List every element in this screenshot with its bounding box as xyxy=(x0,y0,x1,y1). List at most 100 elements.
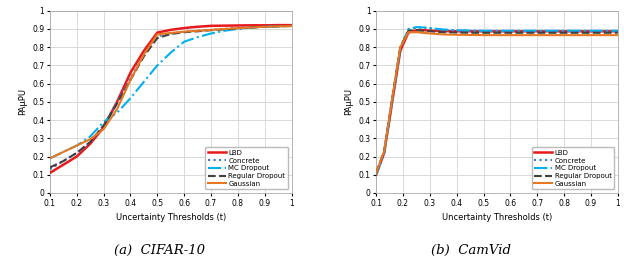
LBD xyxy=(412,29,420,32)
Regular Dropout xyxy=(421,29,428,32)
Regular Dropout xyxy=(46,166,54,169)
LBD xyxy=(140,49,148,53)
LBD xyxy=(46,171,54,174)
Regular Dropout xyxy=(429,30,436,33)
Regular Dropout xyxy=(261,25,268,28)
LBD xyxy=(127,71,134,74)
Concrete xyxy=(404,28,412,31)
MC Dropout xyxy=(221,29,228,32)
Concrete xyxy=(114,100,121,103)
Gaussian xyxy=(466,33,474,36)
Gaussian xyxy=(534,34,541,37)
Regular Dropout xyxy=(573,31,581,34)
MC Dropout xyxy=(275,25,282,28)
Concrete xyxy=(261,25,268,28)
Gaussian xyxy=(507,34,514,37)
Gaussian xyxy=(560,34,568,37)
Concrete xyxy=(194,29,202,32)
X-axis label: Uncertainty Thresholds (t): Uncertainty Thresholds (t) xyxy=(442,213,552,222)
Gaussian xyxy=(100,128,107,131)
MC Dropout xyxy=(439,28,447,31)
LBD xyxy=(614,30,622,33)
Regular Dropout xyxy=(60,159,67,163)
MC Dropout xyxy=(587,29,595,32)
MC Dropout xyxy=(248,26,255,29)
Regular Dropout xyxy=(534,31,541,34)
MC Dropout xyxy=(600,29,608,32)
Gaussian xyxy=(421,31,428,35)
Regular Dropout xyxy=(167,32,175,36)
Concrete xyxy=(520,29,527,32)
Concrete xyxy=(493,29,500,32)
LBD xyxy=(534,30,541,33)
LBD xyxy=(167,28,175,31)
Gaussian xyxy=(140,53,148,56)
Concrete xyxy=(288,24,295,27)
MC Dropout xyxy=(373,173,380,176)
Regular Dropout xyxy=(600,31,608,34)
Line: Concrete: Concrete xyxy=(50,26,291,169)
Gaussian xyxy=(573,34,581,37)
Gaussian xyxy=(114,107,121,111)
Concrete xyxy=(421,26,428,29)
Regular Dropout xyxy=(114,102,121,105)
Regular Dropout xyxy=(560,31,568,34)
MC Dropout xyxy=(261,25,268,28)
Line: MC Dropout: MC Dropout xyxy=(50,26,291,158)
MC Dropout xyxy=(412,25,420,29)
LBD xyxy=(493,30,500,33)
Regular Dropout xyxy=(493,31,500,34)
Concrete xyxy=(547,29,554,32)
Line: Concrete: Concrete xyxy=(376,28,618,175)
Gaussian xyxy=(180,30,188,33)
Regular Dropout xyxy=(154,36,161,40)
LBD xyxy=(261,24,268,27)
LBD xyxy=(429,29,436,32)
Text: (b)  CamVid: (b) CamVid xyxy=(431,244,511,257)
Concrete xyxy=(248,25,255,29)
Concrete xyxy=(507,29,514,32)
LBD xyxy=(234,24,241,27)
LBD xyxy=(275,24,282,27)
LBD xyxy=(507,30,514,33)
Concrete xyxy=(381,151,388,154)
Concrete xyxy=(373,173,380,176)
LBD xyxy=(73,155,80,158)
MC Dropout xyxy=(114,111,121,114)
Regular Dropout xyxy=(404,29,412,32)
MC Dropout xyxy=(480,29,487,32)
Gaussian xyxy=(194,29,202,32)
Gaussian xyxy=(60,150,67,154)
Gaussian xyxy=(547,34,554,37)
Regular Dropout xyxy=(439,31,447,34)
Gaussian xyxy=(600,34,608,37)
LBD xyxy=(421,29,428,32)
LBD xyxy=(87,142,94,145)
MC Dropout xyxy=(207,32,215,35)
LBD xyxy=(154,31,161,34)
Regular Dropout xyxy=(466,31,474,34)
LBD xyxy=(381,151,388,154)
Regular Dropout xyxy=(180,31,188,34)
MC Dropout xyxy=(614,29,622,32)
LBD xyxy=(547,30,554,33)
Regular Dropout xyxy=(127,78,134,81)
LBD xyxy=(207,24,215,27)
MC Dropout xyxy=(389,98,396,102)
Regular Dropout xyxy=(373,171,380,174)
Concrete xyxy=(466,29,474,32)
LBD xyxy=(180,27,188,30)
Regular Dropout xyxy=(412,29,420,32)
Line: Gaussian: Gaussian xyxy=(376,32,618,173)
MC Dropout xyxy=(194,36,202,39)
LBD xyxy=(100,126,107,129)
Concrete xyxy=(429,27,436,30)
Concrete xyxy=(275,25,282,28)
Gaussian xyxy=(275,25,282,28)
LBD xyxy=(114,100,121,103)
MC Dropout xyxy=(534,29,541,32)
Gaussian xyxy=(261,25,268,28)
Y-axis label: PAμPU: PAμPU xyxy=(17,88,27,115)
MC Dropout xyxy=(493,29,500,32)
Concrete xyxy=(480,29,487,32)
